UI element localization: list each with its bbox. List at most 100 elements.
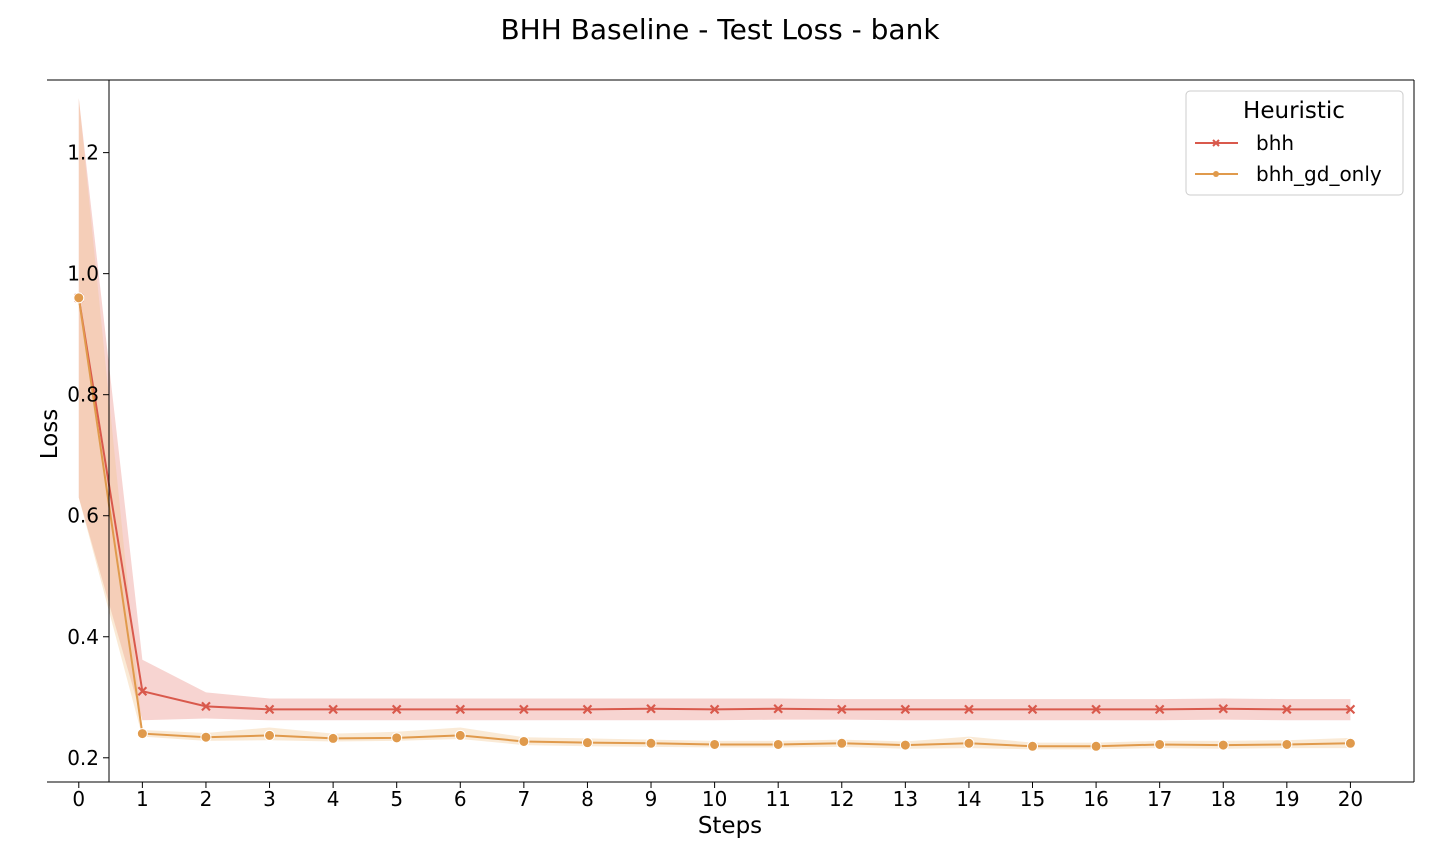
marker-stroke [328,704,338,715]
data-point-bhh_gd_only [73,292,85,304]
data-point-bhh_gd_only [391,732,403,744]
marker-stroke [709,704,720,715]
legend-title: Heuristic [1243,98,1345,124]
data-point-bhh [1027,704,1038,715]
marker-stroke [391,704,402,715]
legend: Heuristic bhh bhh_gd_only [1185,90,1404,196]
y-tick-label: 0.2 [67,746,99,770]
data-point-bhh [264,704,275,715]
data-point-bhh_gd_only [327,732,339,744]
x-tick-label: 8 [581,787,594,811]
x-axis-label: Steps [698,813,762,839]
data-point-bhh [201,701,211,712]
data-point-bhh_gd_only [772,738,784,750]
marker-stroke [646,703,656,714]
x-tick-label: 1 [136,787,149,811]
legend-label: bhh_gd_only [1256,162,1382,186]
y-tick-label: 0.8 [67,383,99,407]
marker-stroke [1345,704,1356,715]
x-tick-label: 5 [390,787,403,811]
axes [47,79,1415,783]
data-point-bhh [709,704,720,715]
data-point-bhh_gd_only [836,737,848,749]
legend-label: bhh [1256,131,1294,155]
y-tick-label: 1.0 [67,262,99,286]
data-point-bhh [1218,703,1229,714]
confidence-band-bhh_gd_only [78,98,1351,750]
marker-stroke [1027,704,1038,715]
confidence-bands [78,98,1351,750]
data-point-bhh_gd_only [1090,740,1102,752]
marker-stroke [1282,704,1292,715]
data-point-bhh [773,703,783,714]
data-point-bhh [455,704,466,715]
series-lines [77,297,1351,748]
marker-stroke [582,704,593,715]
marker-stroke [1154,704,1165,715]
x-tick-label: 19 [1274,787,1299,811]
data-point-bhh_gd_only [1217,739,1229,751]
marker-stroke [264,704,275,715]
marker-stroke [773,703,783,714]
data-point-bhh [137,686,148,697]
x-tick-label: 14 [956,787,981,811]
series-markers [73,292,1356,752]
data-point-bhh_gd_only [645,737,657,749]
marker-stroke [1091,704,1101,715]
x-tick-label: 3 [263,787,276,811]
legend-marker [1213,171,1219,177]
data-point-bhh [646,703,656,714]
data-point-bhh_gd_only [963,737,975,749]
legend-entry-bhh_gd_only: bhh_gd_only [1195,162,1382,186]
x-tick-label: 9 [645,787,658,811]
data-point-bhh_gd_only [264,729,276,741]
series-line-bhh_gd_only [77,297,1351,748]
data-point-bhh [1282,704,1292,715]
data-point-bhh_gd_only [1344,737,1356,749]
data-point-bhh_gd_only [1281,738,1293,750]
x-ticks: 0 1 2 3 4 5 6 7 8 9 10 11 12 13 14 15 16 17 18 19 20 [72,782,1363,811]
x-tick-label: 6 [454,787,467,811]
data-point-bhh_gd_only [1154,738,1166,750]
y-tick-label: 0.6 [67,504,99,528]
marker-stroke [137,686,148,697]
legend-entries: bhh bhh_gd_only [1195,131,1382,186]
x-tick-label: 11 [765,787,790,811]
x-tick-label: 4 [327,787,340,811]
x-tick-label: 18 [1211,787,1236,811]
marker-stroke [519,704,529,715]
data-point-bhh_gd_only [899,739,911,751]
data-point-bhh [964,704,974,715]
data-point-bhh_gd_only [709,738,721,750]
y-ticks: 0.2 0.4 0.6 0.8 1.0 1.2 [67,141,109,770]
marker-stroke [900,704,911,715]
data-point-bhh_gd_only [136,728,148,740]
data-point-bhh_gd_only [518,735,530,747]
data-point-bhh [900,704,911,715]
marker-stroke [964,704,974,715]
x-tick-label: 2 [200,787,213,811]
x-tick-label: 12 [829,787,854,811]
x-tick-label: 13 [893,787,918,811]
y-axis-label: Loss [37,409,63,459]
data-point-bhh [1091,704,1101,715]
data-point-bhh [582,704,593,715]
x-tick-label: 15 [1020,787,1045,811]
x-tick-label: 0 [72,787,85,811]
data-point-bhh [519,704,529,715]
confidence-band-bhh [78,98,1351,721]
series-line-bhh [77,297,1351,711]
marker-stroke [1218,703,1229,714]
y-tick-label: 1.2 [67,141,99,165]
y-tick-label: 0.4 [67,625,99,649]
marker-stroke [201,701,211,712]
legend-entry-bhh: bhh [1195,131,1294,155]
legend-frame [1185,90,1404,196]
chart-title: BHH Baseline - Test Loss - bank [500,13,940,46]
data-point-bhh [836,704,847,715]
x-tick-label: 20 [1338,787,1363,811]
data-point-bhh_gd_only [1027,740,1039,752]
marker-stroke [455,704,466,715]
